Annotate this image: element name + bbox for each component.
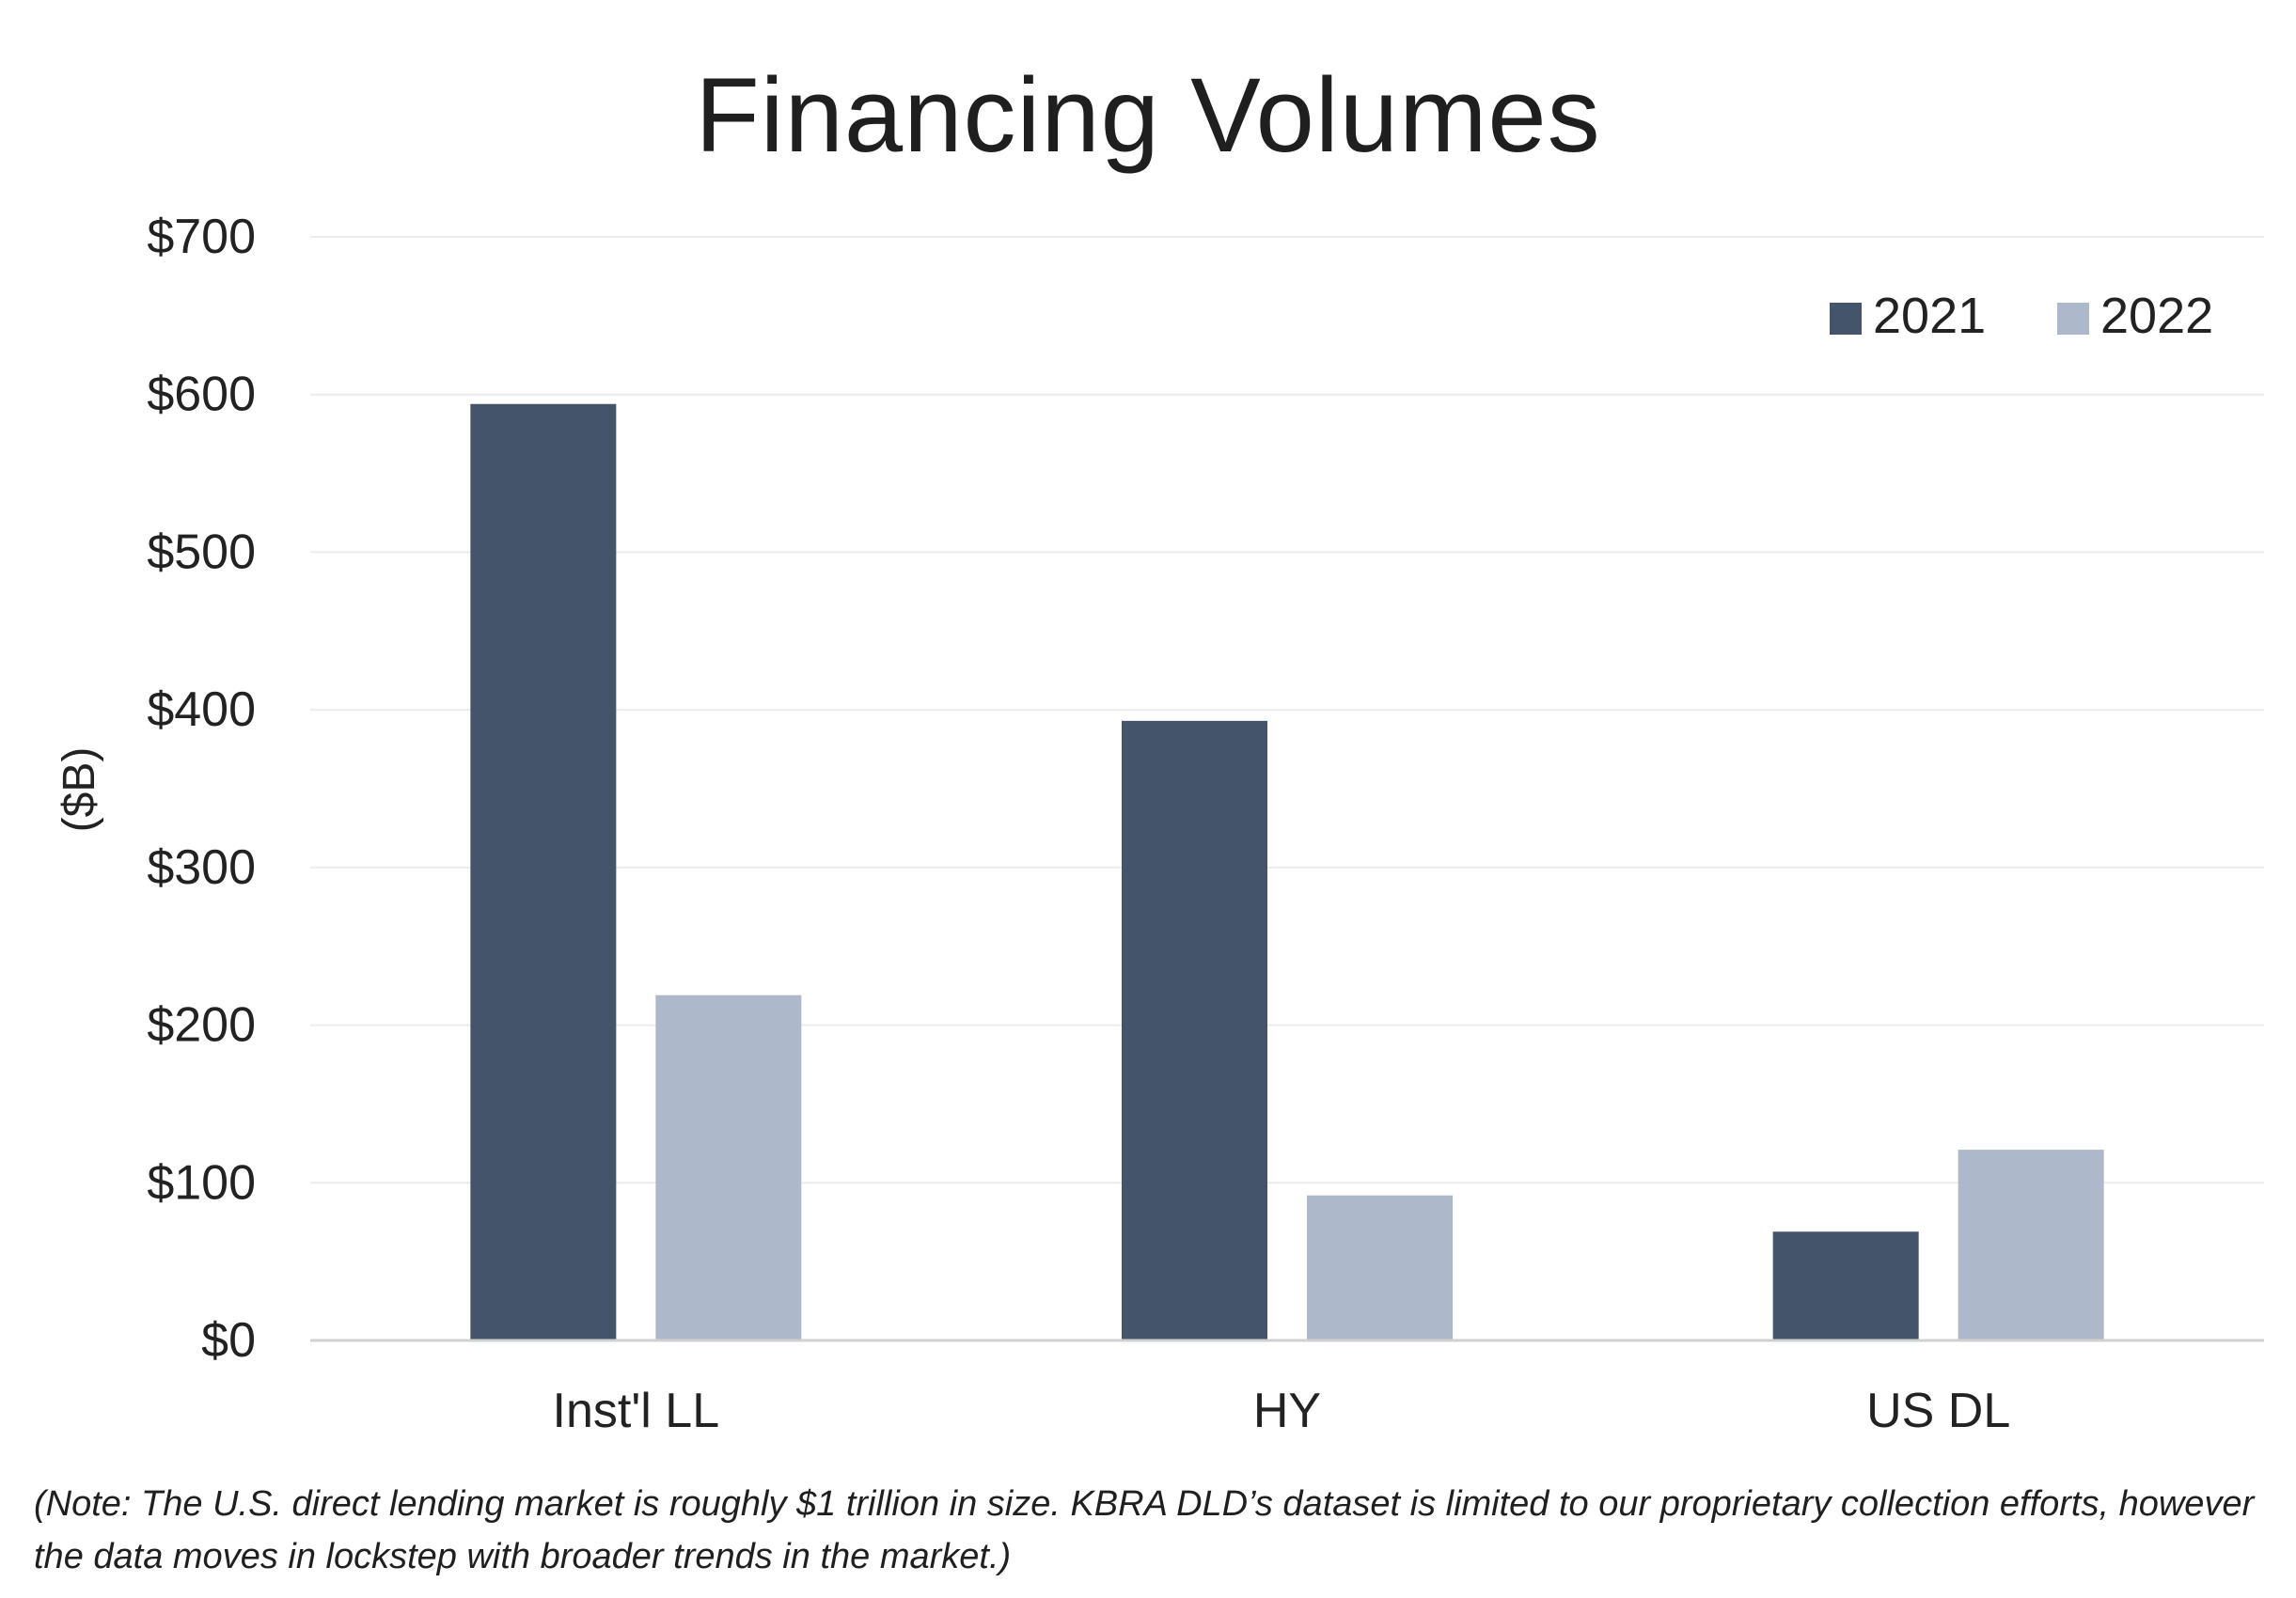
- gridlines: [310, 236, 2264, 1184]
- legend-label-2022: 2022: [2100, 288, 2213, 344]
- legend-label-2021: 2021: [1873, 288, 1986, 344]
- bar-2021-0: [470, 403, 617, 1341]
- legend-swatch-2022: [2057, 303, 2089, 335]
- x-tick-label: Inst'l LL: [553, 1384, 720, 1438]
- y-tick-label: $700: [147, 210, 256, 264]
- bar-2022-2: [1958, 1150, 2104, 1340]
- chart-note: (Note: The U.S. direct lending market is…: [34, 1484, 2255, 1576]
- y-axis-label: ($B): [55, 747, 104, 833]
- legend-swatch-2021: [1830, 303, 1862, 335]
- x-axis-tick-labels: Inst'l LL HY US DL: [553, 1384, 2011, 1438]
- chart-title: Financing Volumes: [695, 56, 1601, 174]
- bars: [470, 403, 2104, 1341]
- y-tick-label: $500: [147, 525, 256, 579]
- x-tick-label: HY: [1253, 1384, 1321, 1438]
- y-tick-label: $400: [147, 682, 256, 737]
- y-tick-label: $300: [147, 840, 256, 895]
- y-tick-label: $100: [147, 1155, 256, 1210]
- bar-2021-1: [1122, 720, 1267, 1340]
- y-tick-label: $200: [147, 998, 256, 1053]
- bar-2022-1: [1307, 1195, 1453, 1340]
- y-tick-label: $0: [201, 1313, 256, 1368]
- x-tick-label: US DL: [1866, 1384, 2010, 1438]
- y-tick-label: $600: [147, 368, 256, 422]
- bar-2022-0: [655, 995, 802, 1340]
- y-axis-tick-labels: $0 $100 $200 $300 $400 $500 $600 $700: [147, 210, 256, 1368]
- bar-2021-2: [1772, 1231, 1919, 1340]
- legend: 2021 2022: [1830, 288, 2213, 344]
